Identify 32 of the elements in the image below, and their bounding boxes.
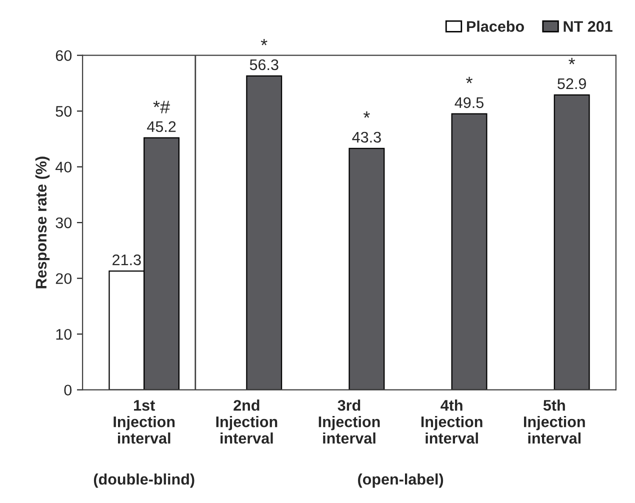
x-tick-label: 2nd Injection interval	[216, 400, 278, 444]
bar	[554, 94, 590, 390]
y-tick-label: 0	[64, 384, 72, 396]
y-axis-title: Response rate (%)	[35, 156, 50, 288]
legend-label: Placebo	[467, 20, 524, 32]
text: *	[260, 38, 268, 46]
data-label: 52.9	[558, 78, 586, 90]
data-label: 21.3	[112, 254, 141, 266]
y-tick-label: 10	[56, 328, 72, 340]
bar	[246, 75, 282, 390]
x-tick-label: 1st Injection interval	[114, 400, 175, 444]
legend-label: NT 201	[564, 21, 612, 32]
annotation: *	[363, 111, 370, 118]
bar	[348, 148, 385, 390]
text: (double-blind)	[94, 473, 194, 488]
x-tick-label: 4th Injection interval	[421, 400, 482, 444]
data-label: 49.5	[454, 97, 484, 108]
y-tick-label: 20	[56, 273, 72, 284]
data-label: 43.3	[352, 132, 381, 143]
x-tick-label: 5th Injection interval	[524, 400, 585, 444]
bar	[451, 113, 488, 390]
y-tick-label: 50	[56, 106, 72, 117]
text: (open-label)	[358, 473, 444, 488]
y-tick-label: 60	[56, 50, 72, 62]
y-tick-label: 40	[55, 162, 72, 173]
annotation: *	[466, 76, 472, 84]
y-tick-label: 30	[56, 217, 72, 228]
annotation: *#	[153, 100, 170, 114]
annotation: *	[568, 58, 576, 64]
data-label: 45.2	[147, 121, 176, 132]
data-label: 56.3	[250, 59, 278, 70]
x-tick-label: 3rd Injection interval	[318, 400, 380, 444]
